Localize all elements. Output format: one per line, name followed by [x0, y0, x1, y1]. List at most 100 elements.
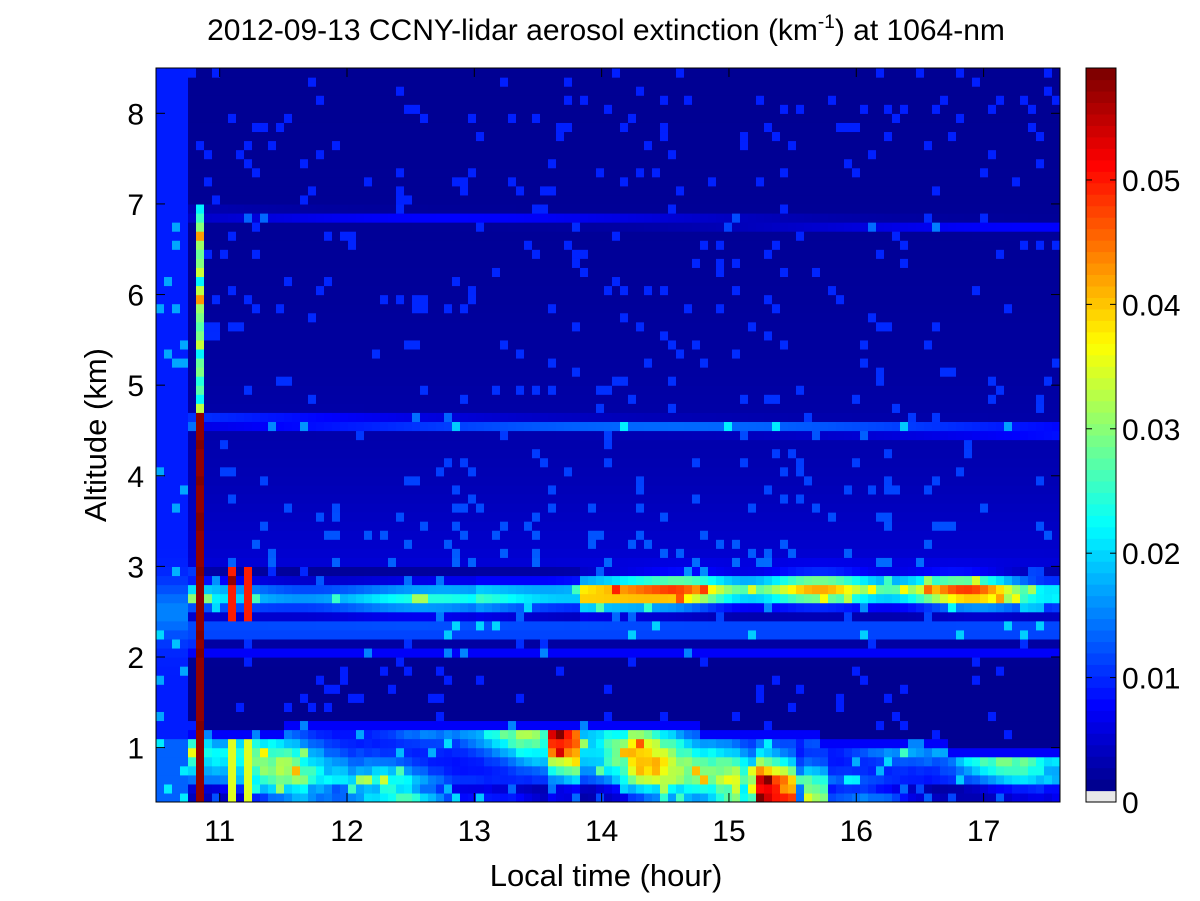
heatmap-cell: [204, 149, 213, 160]
heatmap-cell: [348, 185, 357, 196]
heatmap-cell: [476, 575, 485, 586]
heatmap-cell: [516, 448, 525, 459]
heatmap-cell: [556, 657, 565, 667]
heatmap-cell: [556, 231, 565, 241]
heatmap-cell: [596, 430, 605, 441]
heatmap-cell: [380, 140, 389, 151]
heatmap-cell: [476, 493, 485, 504]
heatmap-cell: [252, 95, 261, 105]
heatmap-cell: [580, 620, 589, 631]
heatmap-cell: [396, 675, 405, 685]
heatmap-cell: [516, 403, 525, 413]
heatmap-cell: [596, 403, 605, 413]
heatmap-cell: [452, 783, 461, 794]
heatmap-cell: [444, 430, 453, 441]
heatmap-cell: [244, 657, 253, 667]
heatmap-cell: [212, 95, 221, 105]
heatmap-cell: [644, 512, 653, 522]
heatmap-cell: [460, 285, 469, 296]
heatmap-cell: [556, 113, 565, 123]
heatmap-cell: [396, 756, 405, 767]
heatmap-cell: [236, 339, 245, 350]
heatmap-cell: [604, 575, 613, 586]
heatmap-cell: [364, 267, 373, 278]
heatmap-cell: [284, 394, 293, 404]
heatmap-cell: [244, 611, 253, 622]
heatmap-cell: [388, 620, 397, 631]
heatmap-cell: [612, 140, 621, 151]
heatmap-cell: [196, 348, 205, 359]
heatmap-cell: [404, 475, 413, 486]
heatmap-cell: [428, 357, 437, 368]
heatmap-cell: [364, 457, 373, 468]
heatmap-cell: [372, 367, 381, 377]
heatmap-cell: [420, 294, 429, 305]
heatmap-cell: [244, 620, 253, 631]
heatmap-cell: [356, 792, 365, 802]
heatmap-cell: [556, 629, 565, 640]
heatmap-cell: [236, 530, 245, 540]
heatmap-cell: [412, 666, 421, 676]
heatmap-cell: [564, 738, 573, 749]
heatmap-cell: [388, 194, 397, 205]
heatmap-cell: [508, 502, 517, 513]
heatmap-cell: [308, 140, 317, 151]
heatmap-cell: [636, 765, 645, 776]
heatmap-cell: [268, 113, 277, 123]
heatmap-cell: [268, 575, 277, 586]
heatmap-cell: [572, 267, 581, 278]
heatmap-cell: [268, 629, 277, 640]
heatmap-cell: [172, 140, 181, 151]
heatmap-cell: [404, 131, 413, 142]
heatmap-cell: [404, 357, 413, 368]
heatmap-cell: [212, 403, 221, 413]
heatmap-cell: [252, 357, 261, 368]
heatmap-cell: [380, 258, 389, 268]
heatmap-cell: [260, 303, 269, 314]
heatmap-cell: [284, 493, 293, 504]
heatmap-cell: [492, 493, 501, 504]
heatmap-cell: [284, 212, 293, 223]
heatmap-cell: [404, 294, 413, 305]
heatmap-cell: [412, 611, 421, 622]
heatmap-cell: [556, 783, 565, 794]
heatmap-cell: [164, 258, 173, 268]
heatmap-cell: [604, 448, 613, 459]
heatmap-cell: [228, 629, 237, 640]
heatmap-cell: [484, 222, 493, 232]
heatmap-cell: [244, 158, 253, 169]
heatmap-cell: [244, 629, 253, 640]
heatmap-cell: [532, 421, 541, 432]
heatmap-cell: [540, 240, 549, 250]
heatmap-cell: [228, 68, 237, 78]
heatmap-cell: [196, 294, 205, 305]
heatmap-cell: [196, 702, 205, 712]
heatmap-cell: [596, 303, 605, 314]
heatmap-cell: [252, 720, 261, 731]
heatmap-cell: [452, 167, 461, 178]
heatmap-cell: [444, 657, 453, 667]
heatmap-cell: [204, 693, 213, 703]
heatmap-cell: [484, 312, 493, 323]
heatmap-cell: [620, 357, 629, 368]
heatmap-cell: [612, 212, 621, 223]
heatmap-cell: [548, 729, 557, 740]
heatmap-cell: [516, 321, 525, 332]
heatmap-cell: [532, 611, 541, 622]
heatmap-cell: [492, 539, 501, 549]
heatmap-cell: [428, 249, 437, 259]
heatmap-cell: [460, 95, 469, 105]
heatmap-cell: [172, 512, 181, 522]
heatmap-cell: [276, 140, 285, 151]
heatmap-cell: [452, 394, 461, 404]
heatmap-cell: [180, 783, 189, 794]
heatmap-cell: [516, 575, 525, 586]
heatmap-cell: [236, 783, 245, 794]
heatmap-cell: [420, 548, 429, 558]
heatmap-cell: [364, 765, 373, 776]
heatmap-cell: [316, 702, 325, 712]
heatmap-cell: [444, 421, 453, 432]
heatmap-cell: [324, 738, 333, 749]
heatmap-cell: [420, 593, 429, 604]
heatmap-cell: [484, 584, 493, 595]
